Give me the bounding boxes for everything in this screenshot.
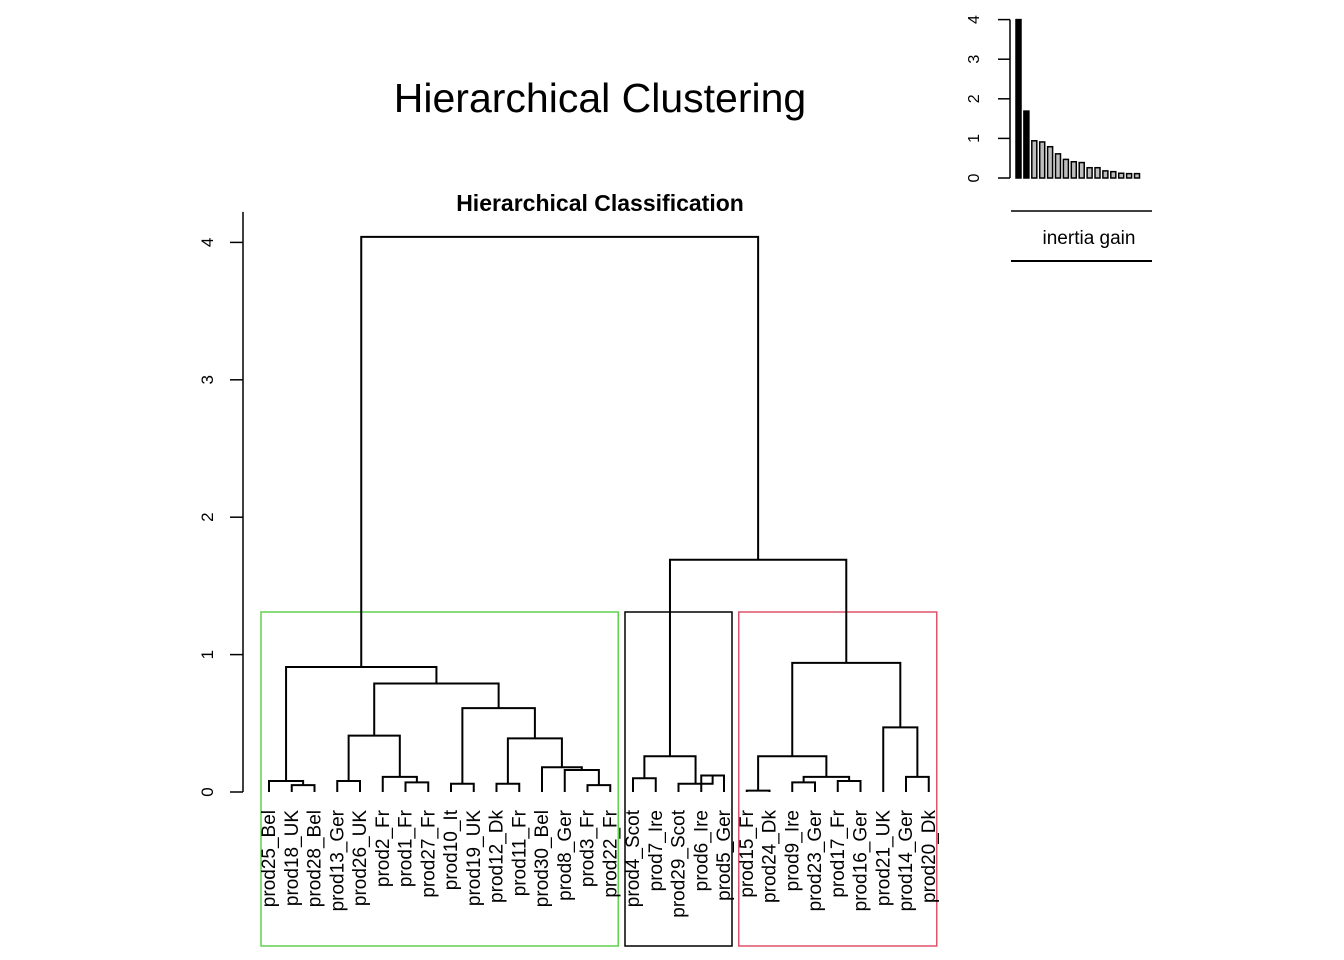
merge-a7 — [450, 782, 475, 792]
inset-y-tick-label: 0 — [966, 173, 983, 182]
leaf-label: prod19_UK — [464, 810, 485, 906]
merge-c7 — [882, 726, 919, 792]
cluster-box-3 — [738, 611, 938, 947]
merge-root — [360, 235, 760, 667]
inertia-bar — [1117, 172, 1125, 179]
inertia-bar — [1125, 172, 1133, 179]
inertia-bar — [1133, 172, 1141, 179]
leaf-label: prod9_Ire — [782, 810, 803, 891]
dendrogram-y-axis: 0 1 2 3 4 — [198, 211, 244, 797]
cluster-box-2 — [624, 611, 733, 947]
inertia-bar — [1015, 18, 1022, 179]
leaf-label: prod21_UK — [873, 810, 894, 906]
leaf-label: prod10_It — [441, 809, 462, 890]
merge-d1 — [668, 558, 848, 757]
merge-a4 — [381, 775, 418, 792]
leaf-label: prod29_Scot — [669, 809, 690, 917]
inertia-bar — [1031, 140, 1038, 179]
leaf-label: prod12_Dk — [487, 810, 508, 903]
inset-y-tick-label: 4 — [966, 15, 983, 24]
leaf-label: prod30_Bel — [532, 810, 553, 907]
inertia-bar — [1110, 170, 1117, 179]
merge-a9 — [586, 784, 612, 792]
inertia-bar — [1054, 153, 1062, 179]
leaf-label: prod4_Scot — [623, 809, 644, 907]
y-tick-label: 0 — [198, 787, 217, 796]
merge-a1 — [290, 784, 316, 792]
leaf-label: prod14_Ger — [896, 809, 917, 911]
leaf-label: prod17_Fr — [828, 809, 849, 897]
leaf-label: prod26_UK — [350, 810, 371, 906]
figure-title: Hierarchical Clustering — [394, 75, 806, 121]
merge-a3 — [404, 781, 430, 792]
leaf-label: prod16_Ger — [851, 809, 872, 911]
merge-c6 — [905, 775, 930, 792]
leaf-label: prod2_Fr — [373, 809, 394, 887]
merge-a5 — [336, 780, 361, 792]
dendrogram-branches — [268, 235, 930, 792]
leaf-label: prod3_Fr — [578, 809, 599, 887]
leaf-label: prod15_Fr — [737, 809, 758, 897]
y-tick-label: 4 — [198, 238, 217, 247]
leaf-label: prod24_Dk — [760, 810, 781, 903]
inertia-bar — [1070, 161, 1078, 179]
inset-y-tick-label: 3 — [966, 55, 983, 64]
y-tick-label: 1 — [198, 650, 217, 659]
merge-a6 — [347, 734, 401, 782]
cluster-box-1 — [260, 611, 619, 947]
inertia-bar — [1102, 170, 1109, 179]
cluster-rectangles — [260, 611, 938, 947]
merge-a13 — [461, 707, 536, 784]
merge-a10 — [563, 769, 600, 792]
merge-c1 — [745, 789, 771, 792]
merge-b2 — [632, 777, 657, 792]
leaf-label: prod5_Ger — [714, 809, 735, 901]
merge-a12 — [506, 737, 563, 784]
leaf-label: prod11_Fr — [509, 809, 530, 896]
inertia-bar — [1046, 145, 1054, 179]
inertia-bar — [1038, 141, 1046, 179]
inertia-gain-inset: 0 1 2 3 4 inertia gain — [966, 15, 1152, 262]
y-tick-label: 2 — [198, 512, 217, 521]
inertia-bar — [1023, 110, 1030, 179]
merge-c3 — [836, 780, 862, 792]
merge-a8 — [495, 782, 521, 792]
leaf-label: prod20_Dk — [919, 810, 940, 903]
leaf-label: prod8_Ger — [555, 809, 576, 901]
leaf-label: prod7_Ire — [646, 810, 667, 891]
dendrogram-title: Hierarchical Classification — [456, 190, 744, 216]
merge-a14 — [373, 682, 500, 736]
merge-b4 — [643, 755, 697, 784]
inertia-bar — [1094, 166, 1101, 179]
leaf-label: prod25_Bel — [259, 810, 280, 907]
inset-y-tick-label: 2 — [966, 94, 983, 103]
y-tick-label: 3 — [198, 375, 217, 384]
leaf-labels: prod25_Bel prod18_UK prod28_Bel prod13_Ger p… — [259, 809, 940, 917]
inertia-bar — [1086, 166, 1093, 179]
merge-a2 — [268, 780, 305, 792]
inset-y-tick-label: 1 — [966, 134, 983, 143]
leaf-label: prod13_Ger — [327, 809, 348, 911]
legend-label: inertia gain — [1043, 228, 1136, 249]
leaf-label: prod22_Fr — [600, 809, 621, 897]
leaf-label: prod27_Fr — [418, 809, 439, 897]
inertia-y-axis: 0 1 2 3 4 — [966, 15, 1011, 182]
merge-c2 — [791, 781, 816, 792]
inertia-bar — [1062, 158, 1070, 179]
leaf-label: prod1_Fr — [396, 809, 417, 887]
leaf-label: prod28_Bel — [305, 810, 326, 907]
leaf-label: prod18_UK — [282, 810, 303, 906]
inertia-bars — [1015, 18, 1141, 179]
leaf-label: prod23_Ger — [805, 809, 826, 911]
inertia-bar — [1078, 161, 1085, 179]
leaf-label: prod6_Ire — [691, 810, 712, 891]
